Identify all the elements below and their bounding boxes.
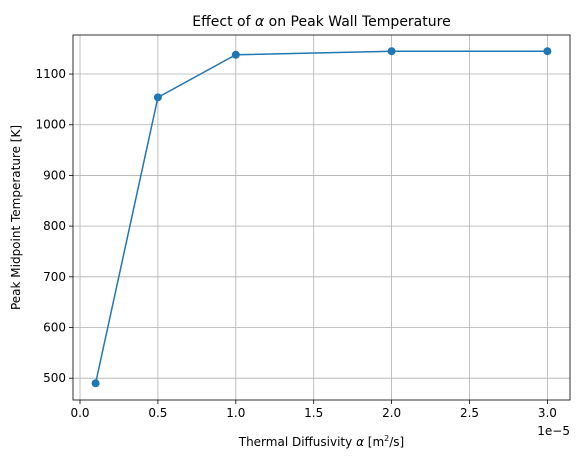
y-tick-label: 600 — [43, 321, 66, 335]
x-tick-label: 1.5 — [304, 406, 323, 420]
grid — [73, 35, 570, 400]
y-tick-label: 1100 — [35, 67, 66, 81]
data-point — [91, 379, 100, 388]
plot-frame — [72, 34, 571, 401]
x-tick-label: 2.0 — [382, 406, 401, 420]
x-tick-label: 2.5 — [460, 406, 479, 420]
x-axis-offset-label: 1e−5 — [537, 424, 570, 438]
y-tick-label: 1000 — [35, 118, 66, 132]
data-point — [387, 47, 396, 56]
x-tick-label: 0.5 — [148, 406, 167, 420]
data-point — [153, 93, 162, 102]
y-tick-label: 700 — [43, 270, 66, 284]
y-tick-label: 800 — [43, 219, 66, 233]
y-axis-label: Peak Midpoint Temperature [K] — [9, 125, 23, 310]
axis-ticks: 0.0 0.5 1.0 1.5 2.0 2.5 3.0 500 600 700 800 900 1000… — [35, 67, 557, 420]
x-tick-label: 1.0 — [226, 406, 245, 420]
x-tick-label: 3.0 — [538, 406, 557, 420]
x-tick-label: 0.0 — [70, 406, 89, 420]
data-point — [231, 50, 240, 59]
x-axis-label: Thermal Diffusivity α [m2/s] — [238, 434, 405, 449]
data-point — [543, 47, 552, 56]
chart-title: Effect of α on Peak Wall Temperature — [192, 14, 450, 30]
series-line — [94, 50, 548, 384]
series-line-group — [91, 47, 552, 388]
y-tick-label: 500 — [43, 371, 66, 385]
y-tick-label: 900 — [43, 168, 66, 182]
